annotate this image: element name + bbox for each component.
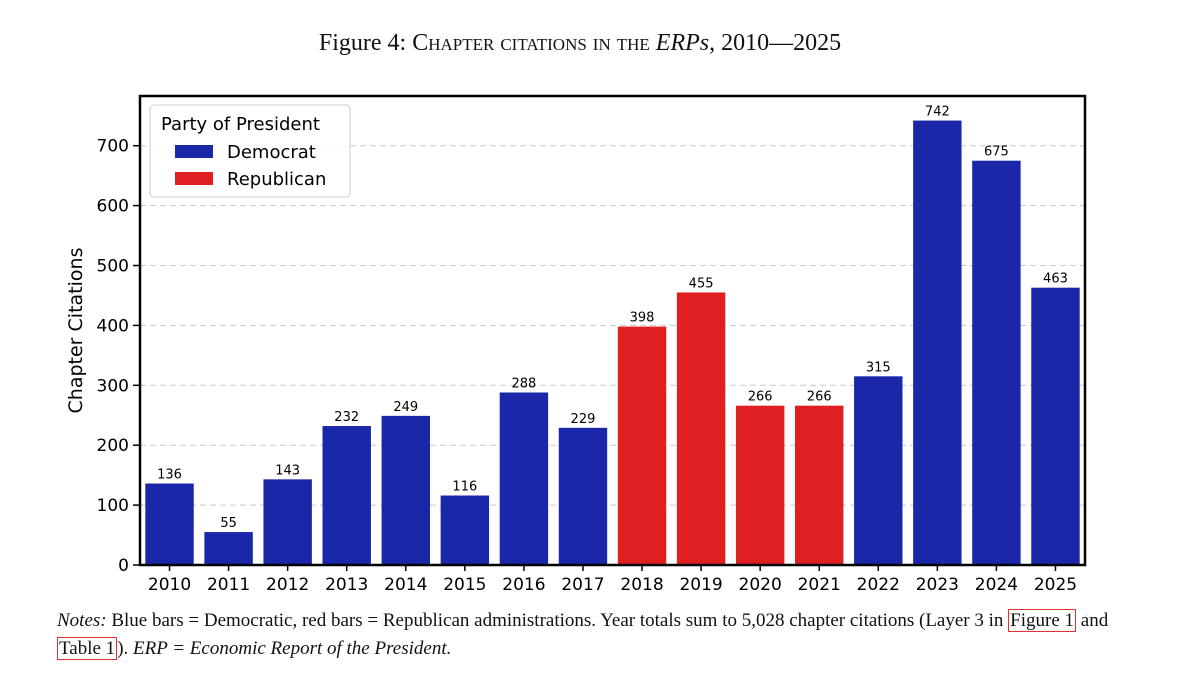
x-tick-label: 2017	[561, 575, 604, 595]
data-label: 266	[748, 390, 773, 405]
data-label: 55	[220, 516, 237, 531]
x-tick-label: 2020	[739, 575, 782, 595]
x-tick-label: 2014	[384, 575, 427, 595]
data-label: 398	[630, 311, 655, 326]
title-italic: ERPs	[655, 30, 710, 56]
x-tick-label: 2023	[916, 575, 959, 595]
data-label: 232	[334, 410, 359, 425]
y-tick-label: 0	[118, 556, 129, 576]
y-tick-label: 100	[97, 496, 129, 516]
bar-2013	[322, 426, 371, 565]
data-label: 455	[689, 276, 714, 291]
data-label: 116	[452, 480, 477, 495]
x-tick-label: 2021	[798, 575, 841, 595]
bar-2024	[972, 160, 1021, 566]
x-tick-label: 2025	[1034, 575, 1077, 595]
title-prefix: Figure 4:	[318, 30, 413, 56]
legend-label: Democrat	[227, 142, 316, 163]
table-1-link[interactable]: Table 1	[57, 637, 118, 660]
notes-label: Notes:	[57, 610, 107, 631]
data-label: 266	[807, 390, 832, 405]
bar-2018	[617, 326, 667, 565]
x-tick-label: 2011	[207, 575, 250, 595]
y-axis-label: Chapter Citations	[65, 248, 87, 414]
y-tick-label: 400	[97, 316, 129, 336]
figure-title: Figure 4: Chapter citations in the ERPs,…	[0, 30, 1160, 57]
bar-2019	[676, 292, 726, 565]
bar-2022	[854, 376, 903, 565]
x-tick-label: 2012	[266, 575, 309, 595]
x-tick-label: 2024	[975, 575, 1018, 595]
bar-2015	[440, 495, 490, 565]
y-tick-label: 500	[97, 257, 129, 277]
data-label: 315	[866, 360, 891, 375]
bar-2017	[558, 427, 608, 565]
x-tick-label: 2022	[857, 575, 900, 595]
bar-2012	[263, 479, 312, 565]
data-label: 249	[393, 400, 418, 415]
data-label: 675	[984, 145, 1009, 160]
y-tick-label: 700	[97, 137, 129, 157]
data-label: 143	[275, 463, 300, 478]
data-label: 288	[511, 376, 536, 391]
x-tick-label: 2018	[620, 575, 663, 595]
bar-2021	[795, 405, 844, 565]
bar-2011	[204, 532, 253, 565]
bar-2023	[913, 120, 962, 566]
data-label: 463	[1043, 272, 1068, 287]
legend-swatch-democrat	[175, 145, 213, 158]
data-label: 229	[571, 412, 596, 427]
bar-2010	[145, 483, 194, 565]
legend-title: Party of President	[161, 114, 320, 135]
legend-label: Republican	[227, 169, 326, 190]
notes-text: ).	[117, 638, 134, 659]
y-tick-label: 600	[97, 197, 129, 217]
notes-text: Blue bars = Democratic, red bars = Repub…	[106, 610, 1009, 631]
x-tick-label: 2019	[679, 575, 722, 595]
notes-text: and	[1076, 610, 1109, 631]
legend-swatch-republican	[175, 172, 213, 185]
x-tick-label: 2010	[148, 575, 191, 595]
x-tick-label: 2015	[443, 575, 486, 595]
bar-2020	[735, 405, 785, 565]
x-tick-label: 2016	[502, 575, 545, 595]
data-label: 742	[925, 105, 950, 120]
plot-frame	[138, 94, 1087, 567]
figure-1-link[interactable]: Figure 1	[1008, 609, 1077, 632]
bar-2014	[381, 415, 430, 565]
bar-2016	[499, 392, 549, 565]
title-suffix: , 2010—2025	[709, 30, 842, 56]
figure-notes: Notes: Blue bars = Democratic, red bars …	[57, 607, 1117, 663]
data-label: 136	[157, 468, 182, 483]
title-smallcaps: Chapter citations in the	[412, 30, 650, 56]
y-tick-label: 200	[97, 436, 129, 456]
y-tick-label: 300	[97, 376, 129, 396]
x-tick-label: 2013	[325, 575, 368, 595]
bar-2025	[1031, 287, 1080, 565]
notes-italic: ERP = Economic Report of the President.	[133, 638, 452, 659]
